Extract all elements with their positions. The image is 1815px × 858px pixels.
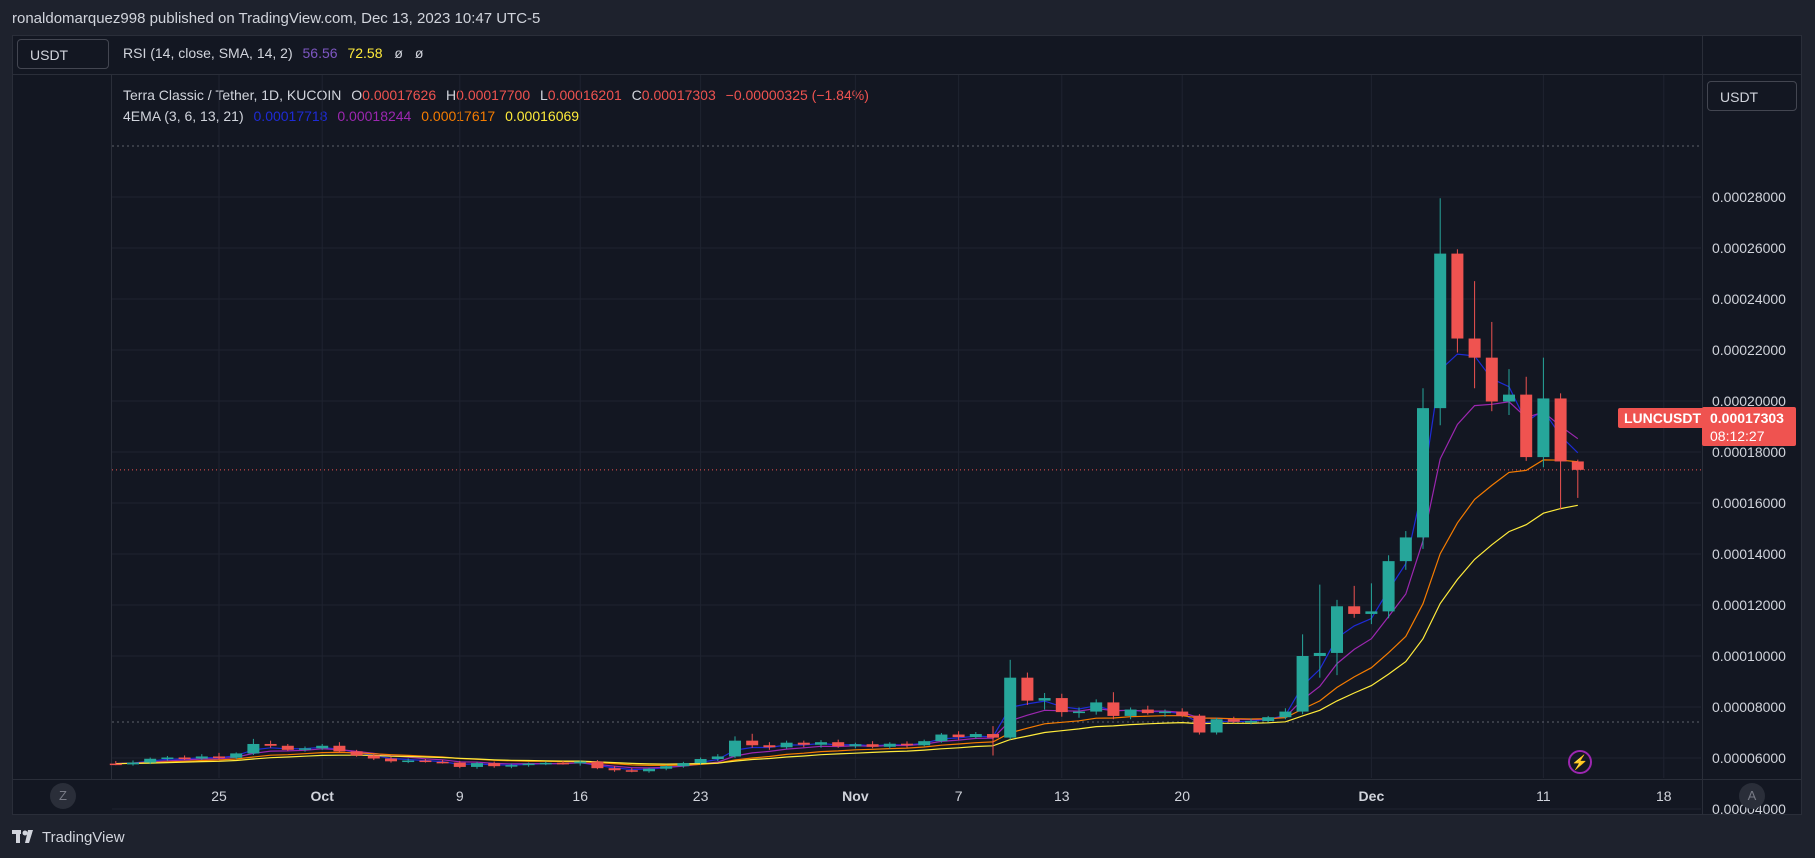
high-value: 0.00017700 [456, 87, 531, 103]
footer: TradingView [12, 825, 125, 849]
left-currency-button[interactable]: USDT [17, 39, 109, 69]
right-currency-button[interactable]: USDT [1707, 81, 1797, 111]
rsi-label: RSI (14, close, SMA, 14, 2) [123, 45, 293, 61]
rsi-extra-2: ø [414, 45, 424, 61]
symbol-legend[interactable]: Terra Classic / Tether, 1D, KUCOIN O0.00… [123, 87, 869, 103]
ema2-value: 0.00018244 [337, 108, 412, 124]
publisher-header: ronaldomarquez998 published on TradingVi… [12, 10, 541, 27]
close-label: C [631, 87, 642, 103]
low-value: 0.00016201 [547, 87, 622, 103]
time-axis-divider [12, 779, 1802, 780]
left-panel-divider [111, 74, 112, 780]
high-label: H [446, 87, 457, 103]
tradingview-logo-icon [12, 830, 33, 843]
ema4-value: 0.00016069 [505, 108, 580, 124]
low-label: L [540, 87, 548, 103]
zoom-z-button[interactable]: Z [50, 783, 76, 809]
toolbar-divider [12, 74, 1802, 75]
close-value: 0.00017303 [641, 87, 716, 103]
rsi-legend[interactable]: RSI (14, close, SMA, 14, 2) 56.56 72.58 … [123, 45, 423, 61]
auto-scale-button[interactable]: A [1739, 783, 1765, 809]
ema1-value: 0.00017718 [253, 108, 328, 124]
ema-legend[interactable]: 4EMA (3, 6, 13, 21) 0.00017718 0.0001824… [123, 108, 579, 124]
rsi-value: 56.56 [302, 45, 338, 61]
open-value: 0.00017626 [362, 87, 437, 103]
price-tag-price: 0.00017303 [1710, 410, 1784, 426]
ema3-value: 0.00017617 [421, 108, 496, 124]
rsi-sma-value: 72.58 [347, 45, 383, 61]
price-tag: 0.00017303 08:12:27 [1702, 407, 1796, 446]
footer-brand: TradingView [42, 828, 125, 846]
ema-label: 4EMA (3, 6, 13, 21) [123, 108, 244, 124]
change-value: −0.00000325 (−1.84%) [725, 87, 869, 103]
open-label: O [351, 87, 363, 103]
price-tag-ticker: LUNCUSDT [1618, 408, 1707, 428]
lightning-icon[interactable]: ⚡ [1568, 750, 1592, 774]
chart-frame [12, 35, 1802, 815]
price-tag-countdown: 08:12:27 [1710, 428, 1765, 444]
rsi-extra-1: ø [394, 45, 403, 61]
symbol-title: Terra Classic / Tether, 1D, KUCOIN [123, 87, 342, 103]
